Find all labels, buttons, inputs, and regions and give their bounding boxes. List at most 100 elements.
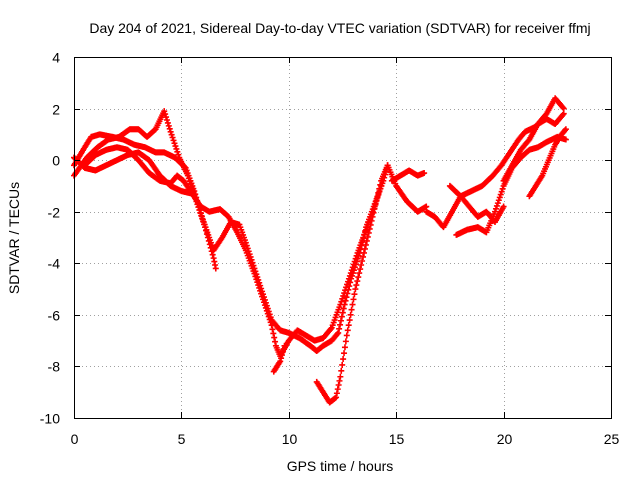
series-track-h bbox=[423, 193, 507, 231]
data-point bbox=[355, 274, 362, 281]
data-point bbox=[349, 264, 356, 271]
data-point bbox=[370, 209, 377, 216]
data-point bbox=[341, 344, 348, 351]
data-point bbox=[350, 296, 357, 303]
x-tick-label: 15 bbox=[389, 431, 405, 447]
y-tick-label: 0 bbox=[52, 153, 60, 169]
data-point bbox=[264, 310, 271, 317]
data-point bbox=[360, 249, 367, 256]
data-point bbox=[341, 290, 348, 297]
data-point bbox=[371, 205, 378, 212]
data-point bbox=[280, 345, 287, 352]
data-point bbox=[272, 338, 279, 345]
data-point bbox=[357, 266, 364, 273]
data-point bbox=[342, 338, 349, 345]
data-point bbox=[260, 299, 267, 306]
data-point bbox=[253, 276, 260, 283]
data-point bbox=[268, 322, 275, 329]
data-point bbox=[346, 317, 353, 324]
data-point bbox=[259, 293, 266, 300]
data-point bbox=[258, 290, 265, 297]
data-point bbox=[342, 297, 349, 304]
plot-frame bbox=[74, 57, 612, 419]
data-point bbox=[186, 178, 193, 185]
data-point bbox=[267, 319, 274, 326]
data-point bbox=[337, 373, 344, 380]
data-point bbox=[497, 191, 504, 198]
data-point bbox=[337, 301, 344, 308]
data-point bbox=[498, 188, 505, 195]
y-tick-label: -6 bbox=[48, 308, 61, 324]
data-point bbox=[342, 287, 349, 294]
data-point bbox=[356, 270, 363, 277]
data-point bbox=[165, 122, 172, 129]
data-point bbox=[202, 227, 209, 234]
data-point bbox=[262, 304, 269, 311]
data-point bbox=[197, 209, 204, 216]
data-point bbox=[252, 273, 259, 280]
series-track-k bbox=[526, 126, 569, 200]
data-point bbox=[333, 390, 340, 397]
y-tick-label: -10 bbox=[40, 411, 60, 427]
data-point bbox=[279, 348, 286, 355]
data-point bbox=[361, 245, 368, 252]
data-point bbox=[351, 258, 358, 265]
x-tick-label: 5 bbox=[178, 431, 186, 447]
data-point bbox=[333, 394, 340, 401]
data-series bbox=[71, 95, 569, 406]
data-point bbox=[255, 282, 262, 289]
y-tick-label: 2 bbox=[52, 102, 60, 118]
data-point bbox=[344, 278, 351, 285]
data-point bbox=[368, 217, 375, 224]
data-point bbox=[278, 352, 285, 359]
data-point bbox=[559, 111, 566, 118]
y-tick-label: 4 bbox=[52, 50, 60, 66]
data-point bbox=[161, 108, 168, 115]
y-axis-label: SDTVAR / TECUs bbox=[6, 182, 22, 294]
data-point bbox=[260, 296, 267, 303]
data-point bbox=[168, 131, 175, 138]
data-point bbox=[256, 284, 263, 291]
data-point bbox=[203, 231, 210, 238]
data-point bbox=[206, 241, 213, 248]
data-point bbox=[281, 342, 288, 349]
data-point bbox=[341, 350, 348, 357]
data-point bbox=[261, 302, 268, 309]
data-point bbox=[352, 286, 359, 293]
data-point bbox=[338, 298, 345, 305]
data-point bbox=[200, 218, 207, 225]
series-track-d bbox=[81, 144, 385, 360]
data-point bbox=[344, 327, 351, 334]
data-point bbox=[336, 377, 343, 384]
data-point bbox=[495, 197, 502, 204]
data-point bbox=[343, 332, 350, 339]
data-point bbox=[359, 257, 366, 264]
data-point bbox=[364, 233, 371, 240]
data-point bbox=[257, 287, 264, 294]
data-point bbox=[201, 221, 208, 228]
chart-title: Day 204 of 2021, Sidereal Day-to-day VTE… bbox=[89, 20, 590, 36]
data-point bbox=[348, 306, 355, 313]
data-point bbox=[496, 194, 503, 201]
data-point bbox=[185, 175, 192, 182]
series-track-e bbox=[270, 342, 288, 375]
data-point bbox=[363, 237, 370, 244]
y-tick-label: -8 bbox=[48, 359, 61, 375]
data-point bbox=[343, 284, 350, 291]
data-point bbox=[164, 119, 171, 126]
data-point bbox=[345, 275, 352, 282]
data-point bbox=[421, 170, 428, 177]
data-point bbox=[376, 185, 383, 192]
data-point bbox=[340, 356, 347, 363]
data-point bbox=[170, 137, 177, 144]
data-point bbox=[353, 282, 360, 289]
data-point bbox=[349, 301, 356, 308]
data-point bbox=[335, 381, 342, 388]
x-tick-label: 25 bbox=[604, 431, 620, 447]
data-point bbox=[500, 203, 507, 210]
data-point bbox=[343, 294, 350, 301]
data-point bbox=[202, 224, 209, 231]
data-point bbox=[560, 110, 567, 117]
data-point bbox=[339, 361, 346, 368]
